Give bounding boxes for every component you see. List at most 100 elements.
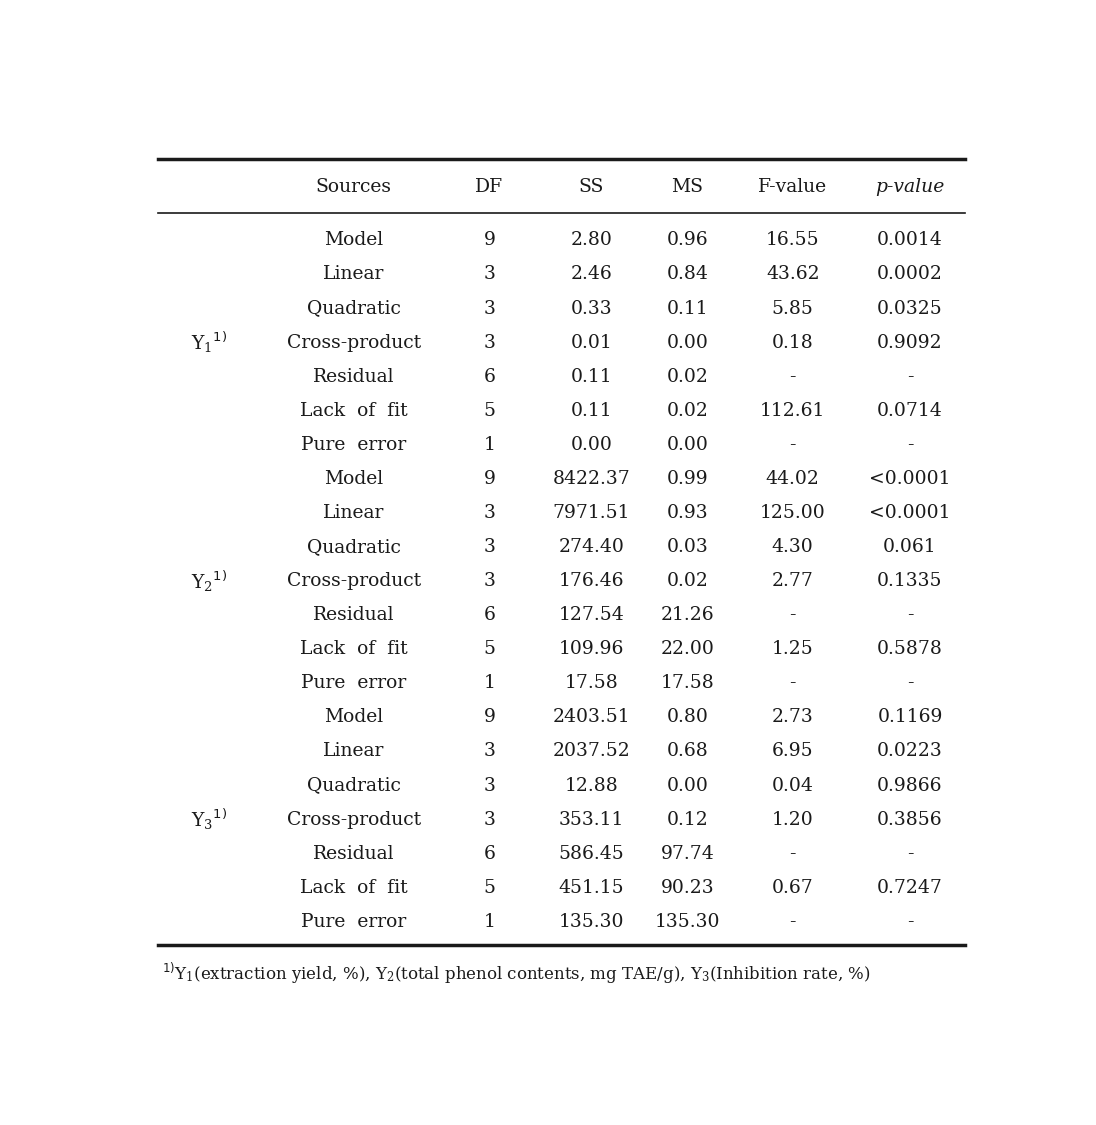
Text: 0.0325: 0.0325 (877, 299, 943, 317)
Text: 43.62: 43.62 (766, 266, 820, 284)
Text: 127.54: 127.54 (559, 606, 625, 624)
Text: 0.0002: 0.0002 (877, 266, 943, 284)
Text: p-value: p-value (876, 178, 945, 196)
Text: MS: MS (672, 178, 704, 196)
Text: F-value: F-value (758, 178, 827, 196)
Text: 6.95: 6.95 (772, 742, 813, 760)
Text: -: - (906, 912, 913, 930)
Text: 1.25: 1.25 (772, 640, 813, 658)
Text: 5: 5 (483, 879, 495, 897)
Text: 0.02: 0.02 (666, 368, 708, 386)
Text: 9: 9 (483, 470, 495, 488)
Text: Lack  of  fit: Lack of fit (300, 640, 408, 658)
Text: 0.00: 0.00 (666, 776, 708, 794)
Text: -: - (906, 845, 913, 863)
Text: 0.01: 0.01 (571, 334, 613, 352)
Text: 0.02: 0.02 (666, 573, 708, 591)
Text: 0.1335: 0.1335 (877, 573, 943, 591)
Text: -: - (906, 435, 913, 453)
Text: 7971.51: 7971.51 (552, 504, 630, 522)
Text: 5.85: 5.85 (772, 299, 813, 317)
Text: 451.15: 451.15 (559, 879, 625, 897)
Text: 44.02: 44.02 (766, 470, 820, 488)
Text: 9: 9 (483, 709, 495, 727)
Text: Model: Model (324, 232, 384, 250)
Text: 0.96: 0.96 (666, 232, 708, 250)
Text: 0.061: 0.061 (883, 538, 937, 556)
Text: 21.26: 21.26 (661, 606, 715, 624)
Text: Lack  of  fit: Lack of fit (300, 402, 408, 420)
Text: SS: SS (579, 178, 604, 196)
Text: -: - (789, 435, 796, 453)
Text: 2037.52: 2037.52 (552, 742, 630, 760)
Text: <0.0001: <0.0001 (869, 504, 950, 522)
Text: Linear: Linear (323, 504, 385, 522)
Text: 109.96: 109.96 (559, 640, 624, 658)
Text: 125.00: 125.00 (760, 504, 825, 522)
Text: -: - (906, 674, 913, 692)
Text: Lack  of  fit: Lack of fit (300, 879, 408, 897)
Text: 3: 3 (483, 742, 495, 760)
Text: 2.73: 2.73 (772, 709, 813, 727)
Text: 17.58: 17.58 (564, 674, 618, 692)
Text: 0.80: 0.80 (666, 709, 708, 727)
Text: 0.00: 0.00 (571, 435, 613, 453)
Text: 17.58: 17.58 (661, 674, 715, 692)
Text: 22.00: 22.00 (661, 640, 715, 658)
Text: 0.68: 0.68 (666, 742, 708, 760)
Text: 0.9092: 0.9092 (877, 334, 943, 352)
Text: 135.30: 135.30 (559, 912, 625, 930)
Text: -: - (789, 912, 796, 930)
Text: 4.30: 4.30 (772, 538, 813, 556)
Text: 3: 3 (483, 776, 495, 794)
Text: 1: 1 (483, 674, 495, 692)
Text: 5: 5 (483, 402, 495, 420)
Text: $^{1)}$$\mathregular{Y_1}$(extraction yield, %), $\mathregular{Y_2}$(total pheno: $^{1)}$$\mathregular{Y_1}$(extraction yi… (162, 961, 871, 987)
Text: <0.0001: <0.0001 (869, 470, 950, 488)
Text: 2.46: 2.46 (571, 266, 613, 284)
Text: 3: 3 (483, 266, 495, 284)
Text: Linear: Linear (323, 266, 385, 284)
Text: Cross-product: Cross-product (286, 334, 421, 352)
Text: 6: 6 (483, 845, 495, 863)
Text: 2.80: 2.80 (571, 232, 613, 250)
Text: 135.30: 135.30 (654, 912, 720, 930)
Text: Sources: Sources (316, 178, 391, 196)
Text: 3: 3 (483, 538, 495, 556)
Text: Pure  error: Pure error (301, 435, 407, 453)
Text: -: - (789, 368, 796, 386)
Text: Quadratic: Quadratic (307, 299, 400, 317)
Text: 0.67: 0.67 (772, 879, 813, 897)
Text: 0.33: 0.33 (571, 299, 613, 317)
Text: 3: 3 (483, 504, 495, 522)
Text: Cross-product: Cross-product (286, 573, 421, 591)
Text: 0.12: 0.12 (666, 811, 708, 829)
Text: 0.11: 0.11 (666, 299, 708, 317)
Text: 90.23: 90.23 (661, 879, 715, 897)
Text: 353.11: 353.11 (559, 811, 624, 829)
Text: Quadratic: Quadratic (307, 538, 400, 556)
Text: Residual: Residual (312, 368, 395, 386)
Text: 1: 1 (483, 912, 495, 930)
Text: 5: 5 (483, 640, 495, 658)
Text: 97.74: 97.74 (661, 845, 715, 863)
Text: 0.9866: 0.9866 (877, 776, 943, 794)
Text: -: - (906, 606, 913, 624)
Text: 0.11: 0.11 (571, 368, 613, 386)
Text: Model: Model (324, 470, 384, 488)
Text: 176.46: 176.46 (559, 573, 625, 591)
Text: Quadratic: Quadratic (307, 776, 400, 794)
Text: 0.04: 0.04 (772, 776, 813, 794)
Text: DF: DF (476, 178, 503, 196)
Text: 3: 3 (483, 299, 495, 317)
Text: Model: Model (324, 709, 384, 727)
Text: $\mathregular{Y_3}$$^{1)}$: $\mathregular{Y_3}$$^{1)}$ (191, 807, 227, 832)
Text: 0.00: 0.00 (666, 435, 708, 453)
Text: -: - (789, 845, 796, 863)
Text: 0.03: 0.03 (666, 538, 708, 556)
Text: 8422.37: 8422.37 (552, 470, 630, 488)
Text: 2.77: 2.77 (772, 573, 813, 591)
Text: 6: 6 (483, 368, 495, 386)
Text: Residual: Residual (312, 845, 395, 863)
Text: Linear: Linear (323, 742, 385, 760)
